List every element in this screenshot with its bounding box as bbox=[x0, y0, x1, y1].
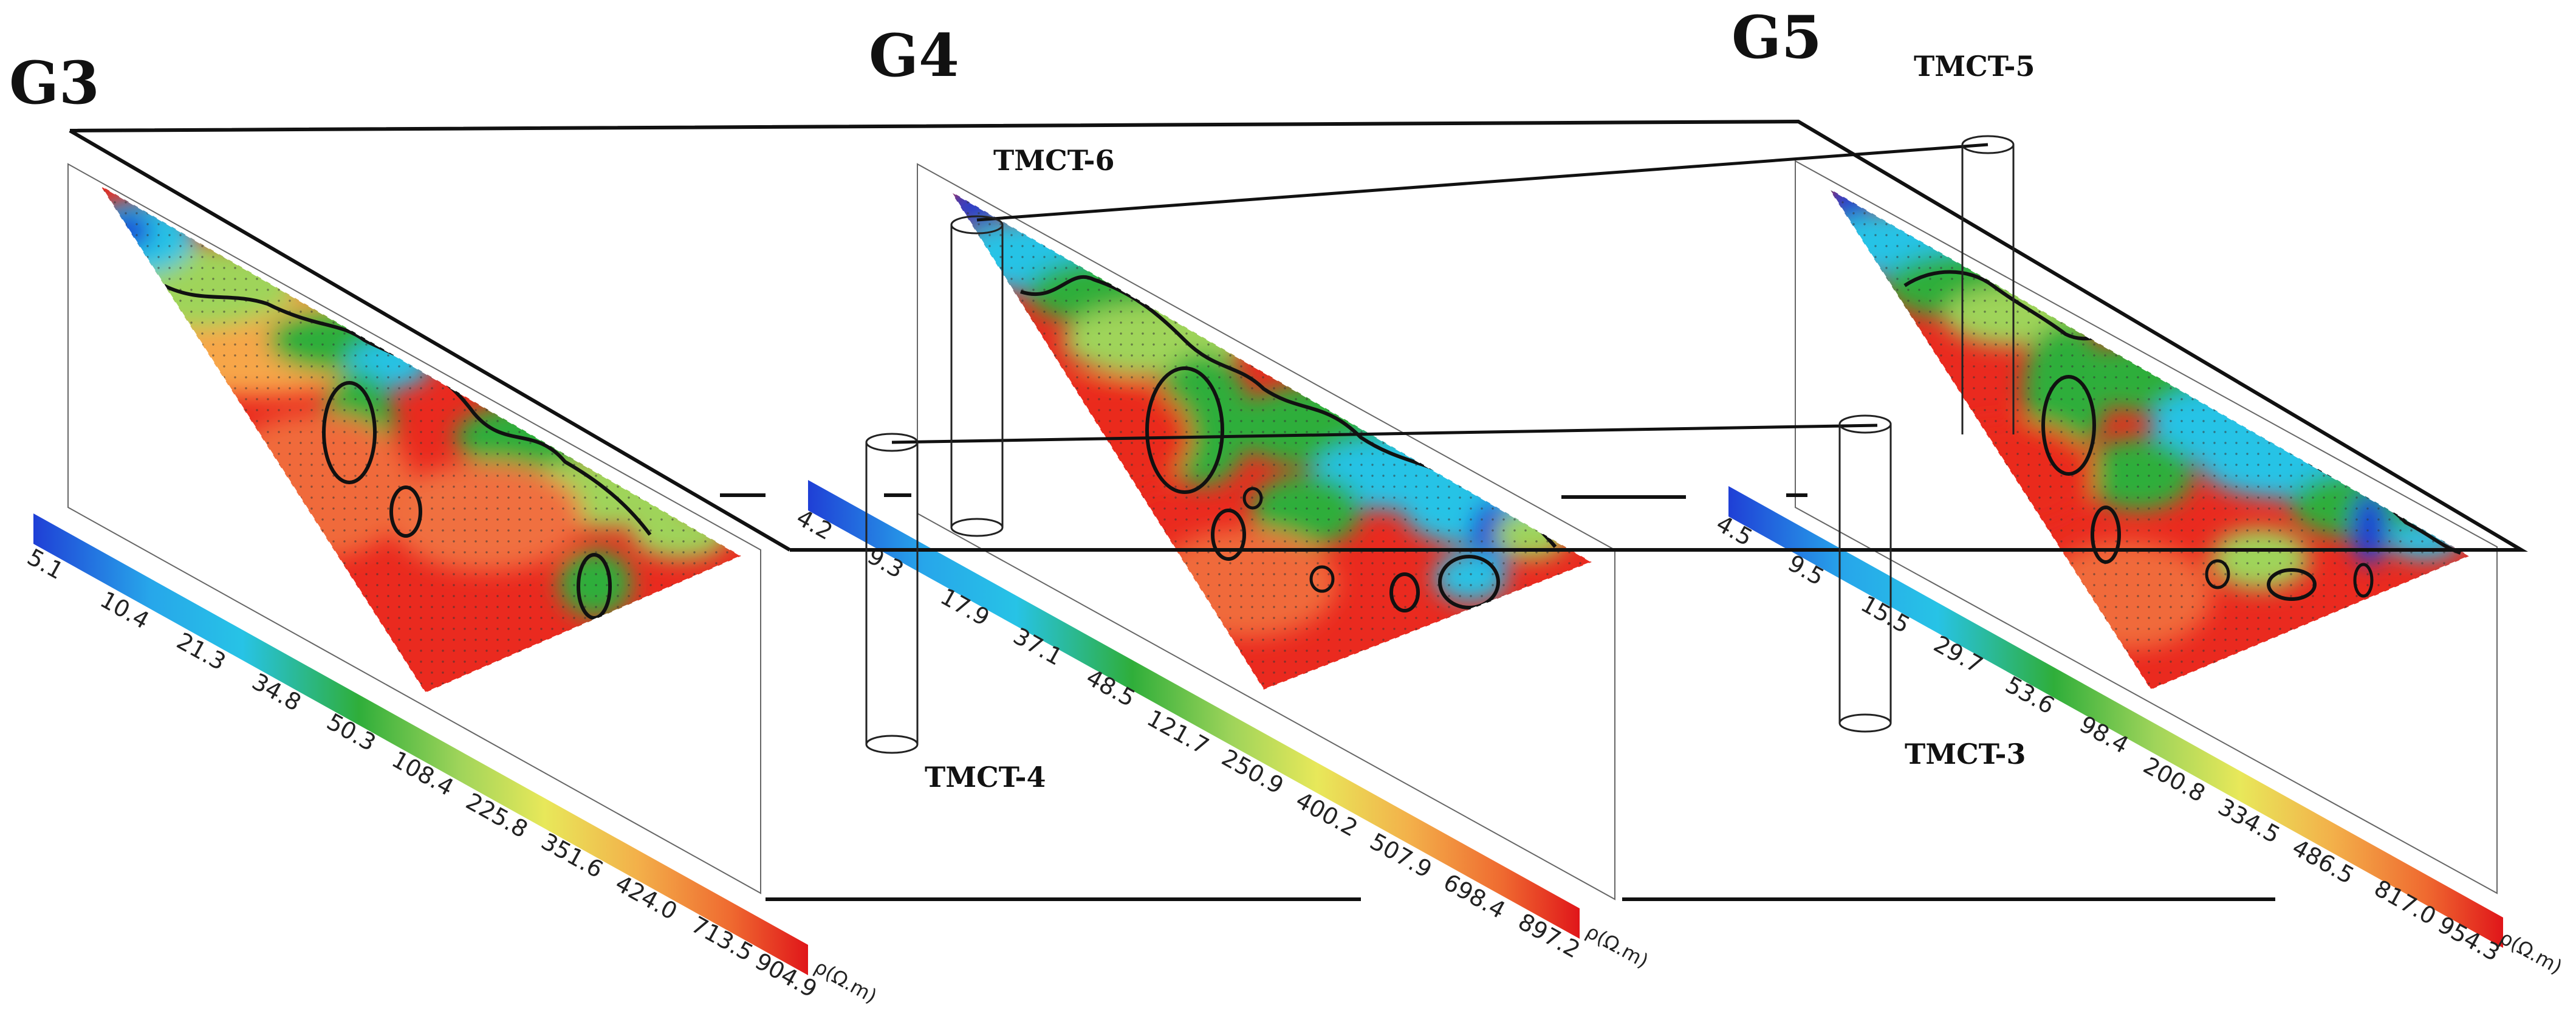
section-g3: 5.1 10.4 21.3 34.8 50.3 108.4 225.8 351.… bbox=[23, 163, 881, 1008]
section-title-g4: G4 bbox=[869, 21, 959, 90]
well-label-tmct-3: TMCT-3 bbox=[1905, 738, 2026, 770]
well-correlation-lines bbox=[891, 143, 1989, 444]
well-tmct-5 bbox=[1961, 135, 2015, 434]
well-tmct-6 bbox=[950, 215, 1004, 537]
well-tmct-3 bbox=[1838, 414, 1892, 733]
section-g5: 4.5 9.5 15.5 29.7 53.6 98.4 200.8 334.5 … bbox=[1712, 160, 2566, 979]
section-title-g5: G5 bbox=[1732, 3, 1822, 72]
g3-frame-plane bbox=[67, 163, 761, 894]
well-label-tmct-4: TMCT-4 bbox=[925, 761, 1046, 794]
g3-scale-unit: ρ(Ω.m) bbox=[810, 955, 881, 1008]
fence-outline bbox=[69, 119, 2528, 901]
g4-frame-plane bbox=[917, 163, 1615, 900]
well-label-tmct-6: TMCT-6 bbox=[993, 144, 1114, 177]
section-g4: 4.2 9.3 17.9 37.1 48.5 121.7 250.9 400.2… bbox=[792, 163, 1653, 973]
section-title-g3: G3 bbox=[9, 49, 100, 117]
well-tmct-4 bbox=[865, 433, 919, 754]
g5-scale-unit: ρ(Ω.m) bbox=[2496, 926, 2566, 979]
well-label-tmct-5: TMCT-5 bbox=[1914, 50, 2035, 83]
g3-color-scale-bar bbox=[33, 513, 808, 975]
g5-color-scale-bar bbox=[1728, 486, 2503, 948]
g4-scale-unit: ρ(Ω.m) bbox=[1582, 920, 1653, 973]
g4-color-scale-bar bbox=[808, 480, 1580, 939]
